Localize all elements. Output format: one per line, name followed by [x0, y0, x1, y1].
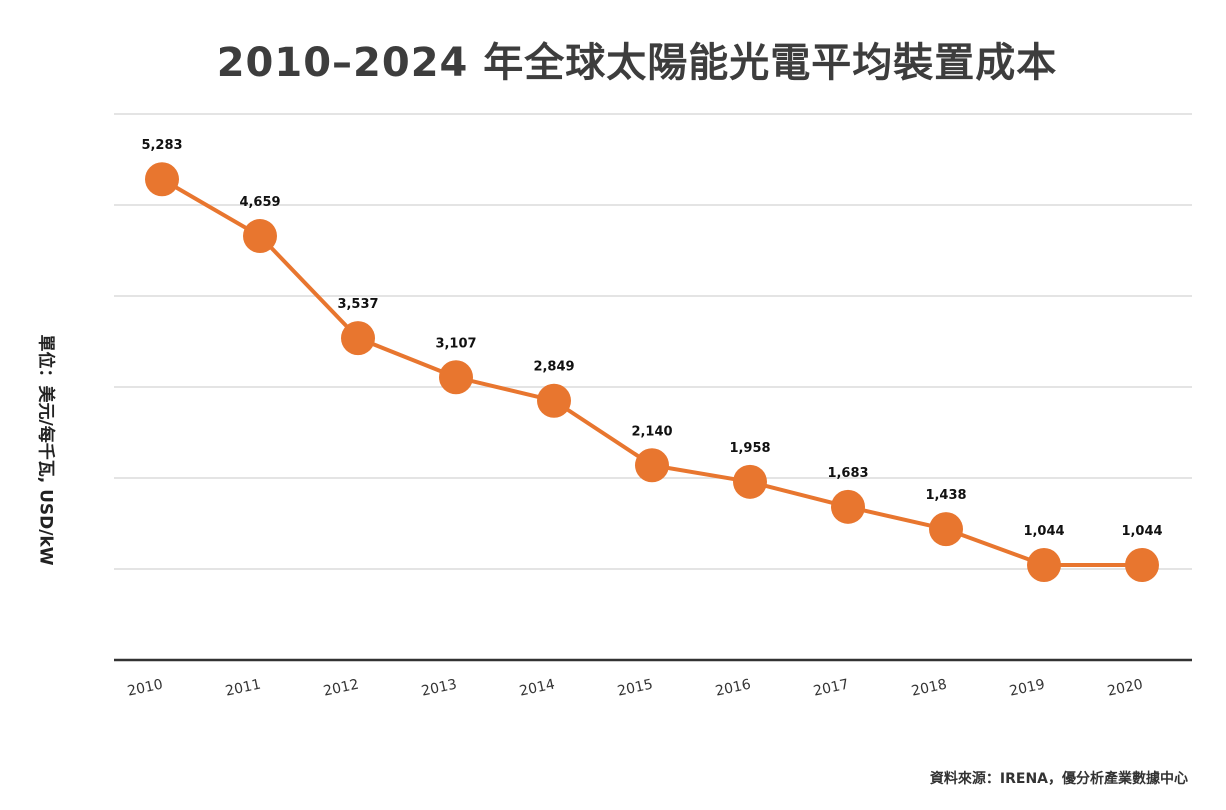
- x-tick-label: 2014: [518, 677, 556, 700]
- data-point: [1125, 547, 1159, 582]
- data-label: 1,438: [925, 488, 966, 503]
- data-label: 2,140: [631, 424, 672, 439]
- chart-title: 2010–2024 年全球太陽能光電平均裝置成本: [216, 40, 1058, 86]
- data-label: 1,044: [1121, 524, 1162, 539]
- series-line: [160, 177, 1142, 567]
- x-tick-label: 2015: [616, 677, 654, 700]
- x-tick-label: 2016: [714, 677, 752, 700]
- data-label: 1,958: [729, 441, 770, 456]
- x-tick-label: 2010: [126, 677, 164, 700]
- data-point: [439, 360, 473, 395]
- x-tick-label: 2019: [1008, 677, 1046, 700]
- markers: [145, 162, 1159, 582]
- data-label: 2,849: [533, 360, 574, 375]
- data-point: [1027, 547, 1061, 582]
- x-tick-label: 2011: [224, 677, 262, 700]
- data-label: 3,107: [435, 336, 476, 351]
- data-label: 5,283: [141, 138, 182, 153]
- data-point: [243, 219, 277, 254]
- data-point: [145, 162, 179, 197]
- data-label: 3,537: [337, 297, 378, 312]
- x-tick-label: 2012: [322, 677, 360, 700]
- gridlines: [114, 113, 1192, 570]
- x-tick-label: 2020: [1106, 677, 1144, 700]
- data-point: [831, 489, 865, 524]
- x-tick-labels: 2010 2011 2012 2013 2014 2015 2016 2017 2018 2019…: [126, 677, 1144, 700]
- data-label: 1,044: [1023, 524, 1064, 539]
- data-point: [341, 321, 375, 356]
- source-note: 資料來源：IRENA，優分析產業數據中心: [929, 771, 1188, 787]
- data-point: [635, 448, 669, 483]
- data-labels: 5,283 4,659 3,537 3,107 2,849 2,140 1,958 1,683…: [141, 138, 1162, 539]
- data-label: 4,659: [239, 195, 280, 210]
- x-tick-label: 2013: [420, 677, 458, 700]
- data-point: [733, 464, 767, 499]
- x-tick-label: 2017: [812, 677, 850, 700]
- data-label: 1,683: [827, 466, 868, 481]
- data-point: [929, 512, 963, 547]
- data-point: [537, 383, 571, 418]
- x-tick-label: 2018: [910, 677, 948, 700]
